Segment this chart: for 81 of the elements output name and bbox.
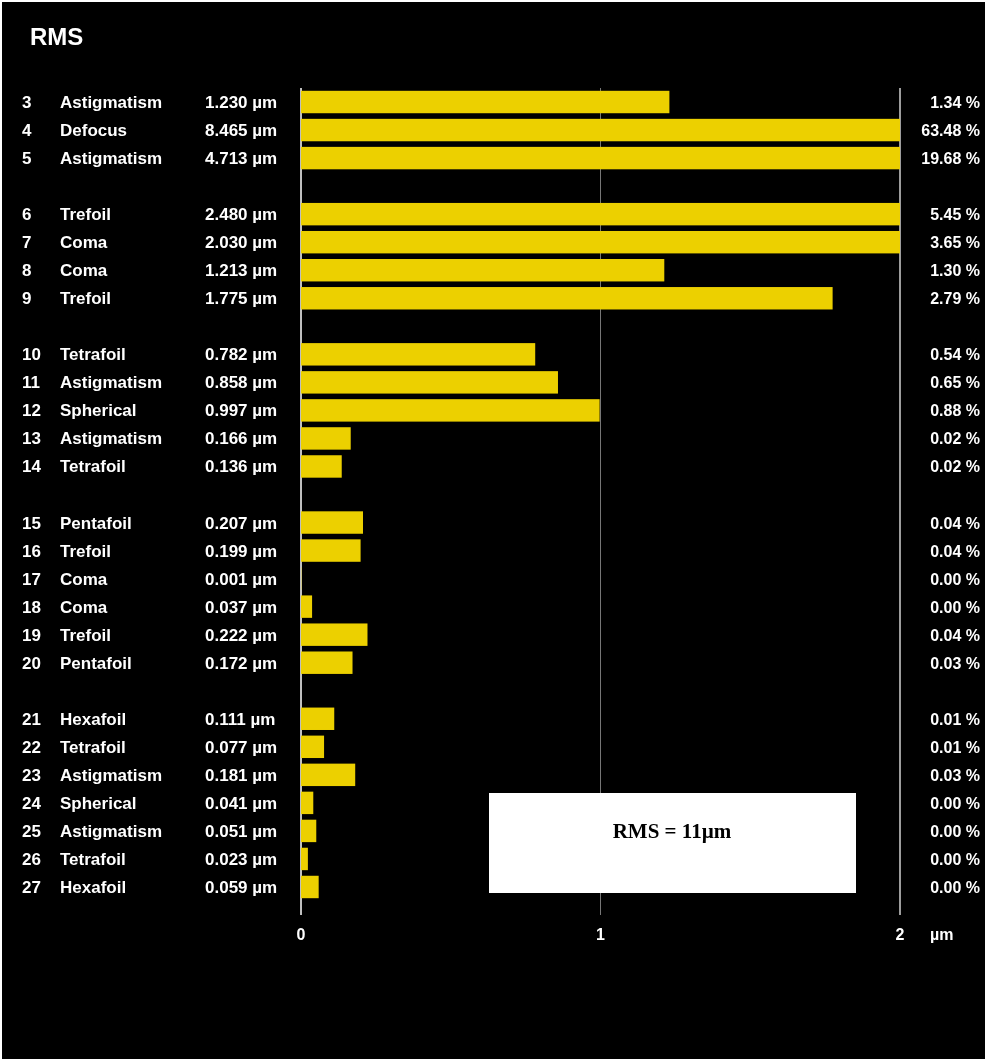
category-label: 13 Astigmatism 0.166 µm bbox=[22, 429, 278, 449]
bar bbox=[301, 259, 665, 282]
annotation: RMS = 11µm bbox=[612, 819, 732, 843]
category-label: 3 Astigmatism 1.230 µm bbox=[22, 93, 278, 113]
bar bbox=[301, 707, 335, 730]
text: 0.02 % bbox=[930, 430, 980, 448]
bar bbox=[301, 371, 558, 394]
bar bbox=[301, 623, 368, 646]
text: 0.00 % bbox=[930, 878, 980, 896]
x-tick-label: 2 bbox=[895, 926, 905, 943]
category-label: 16 Trefoil 0.199 µm bbox=[22, 541, 278, 561]
text: 2.79 % bbox=[930, 290, 980, 308]
text: 0.04 % bbox=[930, 542, 980, 560]
category-label: 26 Tetrafoil 0.023 µm bbox=[22, 849, 278, 869]
bar bbox=[301, 90, 670, 114]
text: 0.54 % bbox=[930, 346, 980, 364]
category-label: 11 Astigmatism 0.858 µm bbox=[22, 373, 278, 393]
category-label: 5 Astigmatism 4.713 µm bbox=[22, 149, 278, 169]
bar bbox=[301, 202, 900, 226]
text: 0.01 % bbox=[930, 710, 980, 728]
bar bbox=[301, 735, 325, 759]
text: 0.00 % bbox=[930, 598, 980, 616]
text: 3.65 % bbox=[930, 234, 980, 252]
bar bbox=[301, 118, 900, 142]
category-label: 25 Astigmatism 0.051 µm bbox=[22, 821, 278, 841]
text-box: RMS = 11µm bbox=[489, 793, 856, 893]
text: 0.03 % bbox=[930, 766, 980, 784]
category-label: 20 Pentafoil 0.172 µm bbox=[22, 653, 278, 673]
category-label: 10 Tetrafoil 0.782 µm bbox=[22, 345, 278, 365]
category-label: 8 Coma 1.213 µm bbox=[22, 261, 278, 281]
category-label: 19 Trefoil 0.222 µm bbox=[22, 625, 278, 645]
category-label: 23 Astigmatism 0.181 µm bbox=[22, 765, 278, 785]
x-axis-title: µm bbox=[930, 926, 954, 943]
bar bbox=[301, 763, 356, 787]
text: 0.02 % bbox=[930, 458, 980, 476]
text: 0.04 % bbox=[930, 514, 980, 532]
text: 0.00 % bbox=[930, 822, 980, 840]
category-label: 27 Hexafoil 0.059 µm bbox=[22, 877, 278, 897]
bar bbox=[301, 791, 314, 815]
category-label: 12 Spherical 0.997 µm bbox=[22, 401, 278, 421]
text: 0.03 % bbox=[930, 654, 980, 672]
text: 0.65 % bbox=[930, 374, 980, 392]
text: 0.00 % bbox=[930, 850, 980, 868]
bar bbox=[301, 146, 900, 170]
category-label: 6 Trefoil 2.480 µm bbox=[22, 205, 278, 225]
category-label: 24 Spherical 0.041 µm bbox=[22, 793, 278, 813]
category-label: 22 Tetrafoil 0.077 µm bbox=[22, 737, 278, 757]
category-label: 4 Defocus 8.465 µm bbox=[22, 121, 278, 141]
bar bbox=[301, 343, 536, 366]
bar bbox=[301, 427, 351, 450]
bar bbox=[301, 455, 342, 478]
bar bbox=[301, 287, 833, 310]
category-label: 7 Coma 2.030 µm bbox=[22, 233, 278, 253]
x-tick-label: 1 bbox=[596, 926, 606, 943]
bar bbox=[301, 399, 600, 422]
text: 0.04 % bbox=[930, 626, 980, 644]
text: 0.00 % bbox=[930, 794, 980, 812]
text: 0.01 % bbox=[930, 738, 980, 756]
category-label: 9 Trefoil 1.775 µm bbox=[22, 289, 278, 309]
category-label: 15 Pentafoil 0.207 µm bbox=[22, 513, 278, 533]
text: 19.68 % bbox=[921, 150, 980, 168]
bar bbox=[301, 595, 313, 618]
text: 5.45 % bbox=[930, 206, 980, 224]
text: RMS bbox=[30, 23, 84, 50]
x-tick-label: 0 bbox=[296, 926, 306, 943]
category-label: 17 Coma 0.001 µm bbox=[22, 569, 278, 589]
category-label: 18 Coma 0.037 µm bbox=[22, 597, 278, 617]
bar bbox=[301, 847, 308, 871]
bar bbox=[301, 819, 317, 843]
bar bbox=[301, 651, 353, 674]
text: 1.34 % bbox=[930, 94, 980, 112]
category-label: 21 Hexafoil 0.111 µm bbox=[22, 709, 276, 729]
bar bbox=[301, 511, 363, 534]
text: 0.00 % bbox=[930, 570, 980, 588]
bar bbox=[301, 230, 900, 254]
category-label: 14 Tetrafoil 0.136 µm bbox=[22, 457, 278, 477]
text: 1.30 % bbox=[930, 262, 980, 280]
bar bbox=[301, 539, 361, 562]
text: 0.88 % bbox=[930, 402, 980, 420]
bar bbox=[301, 875, 319, 899]
text: 63.48 % bbox=[921, 122, 980, 140]
